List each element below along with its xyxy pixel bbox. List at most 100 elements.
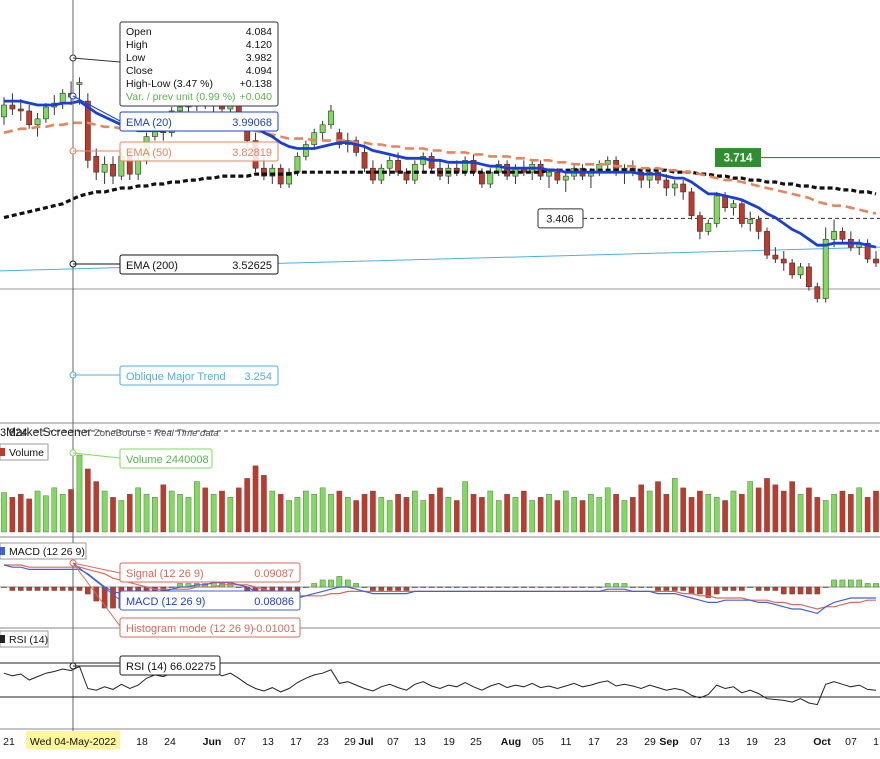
candle [445,164,452,185]
support-price-tag-text: 3.406 [546,213,574,225]
macd-histogram-bar [688,586,695,595]
x-axis-tick-label: 13 [414,736,426,748]
ohlc-low-label: Low [126,52,146,64]
candle-body [479,171,485,185]
x-axis-selected-highlight [26,731,120,749]
candle [873,251,879,267]
volume-bar [378,497,385,533]
volume-bar [579,500,586,533]
candle-body [26,110,33,126]
candle [713,191,720,228]
macd-histogram-bar [361,586,368,589]
candle-body [738,203,745,224]
macd-histogram-bar [403,586,410,591]
ohlc-highlow-value: +0.138 [240,78,273,90]
histogram-label: Histogram mode (12 26 9) -0.01001 [119,617,301,638]
volume-bar [386,500,393,533]
x-axis-background [0,731,880,759]
macd-histogram-bar [420,586,427,589]
x-axis-tick-label: Oct [813,736,831,748]
macd-histogram-bar [680,586,686,591]
macd-histogram-bar [51,586,58,591]
macd-histogram-bar [546,586,552,589]
macd-histogram-bar [537,586,544,589]
candle [9,93,16,115]
candle [730,199,737,216]
volume-bar [135,487,141,533]
volume-bar [621,500,628,533]
macd-histogram-bar [747,586,754,589]
ohlc-highlow-label: High-Low (3.47 %) [126,78,213,90]
macd-histogram-bar [797,586,804,595]
volume-bar [571,497,577,533]
rsi-label: RSI (14) 66.02275 [119,655,221,676]
macd-histogram-bar [613,583,619,588]
volume-bar [235,487,242,533]
histogram-label-text: Histogram mode (12 26 9) [126,623,254,635]
ema50-label-value: 3.82819 [232,147,272,159]
macd-histogram-bar [386,586,393,591]
ema20-label-value: 3.99068 [232,117,272,129]
volume-bar [202,487,209,533]
ema200-line [3,168,877,220]
volume-bar [126,493,133,533]
macd-panel-title-text: MACD (12 26 9) [9,546,85,558]
volume-bar [219,490,225,533]
volume-bar [596,497,603,533]
volume-bar [504,493,510,533]
volume-label: Volume 2440008 [119,448,213,469]
candle [822,227,829,303]
volume-bar [588,493,594,533]
ohlc-open-label: Open [126,26,152,38]
x-axis-tick-label: 07 [387,736,399,748]
rsi-line [3,665,877,706]
macd-label-value: 0.08086 [254,596,294,608]
candle-body [17,108,24,112]
candle [277,164,284,188]
volume-bar [613,493,619,533]
candle [319,120,326,141]
macd-histogram-bar [864,583,871,588]
volume-bar [529,500,536,533]
macd-histogram-bar [34,586,41,591]
candle [764,227,770,260]
macd-histogram-bar [722,586,728,591]
signal-label: Signal (12 26 9) 0.09087 [119,562,301,583]
macd-histogram-bar [521,586,527,589]
macd-histogram-bar [638,586,645,589]
ema50-label-text: EMA (50) [126,147,172,159]
volume-bar [638,484,645,533]
volume-bar [227,497,234,533]
macd-histogram-bar [596,586,603,589]
candle-body [780,258,787,264]
candle [93,148,100,181]
x-axis-tick-label: 21 [3,736,15,748]
trend-label-value: 3.254 [244,371,272,383]
macd-histogram-bar [755,586,762,591]
candle [671,180,678,196]
macd-histogram-bar [26,586,32,591]
macd-histogram-bar [663,586,670,591]
candle [755,215,762,240]
volume-panel-title: Volume [0,443,49,461]
macd-histogram-bar [671,586,678,591]
volume-bar [864,497,871,533]
macd-histogram-bar [588,586,594,589]
macd-histogram-bar [344,579,351,588]
candle-body [319,124,326,133]
volume-bar [311,493,318,533]
volume-bar [17,493,24,533]
candle-body [646,171,653,181]
macd-histogram-bar [579,586,586,589]
candle [806,262,812,291]
macd-histogram-bar [336,576,343,588]
macd-histogram-bar [9,586,16,591]
volume-bar [76,454,83,533]
volume-bar [101,490,108,533]
volume-bar [43,495,49,533]
candle [797,262,804,279]
macd-histogram-bar [59,586,66,591]
label-connectors [72,57,121,667]
candle [26,105,33,129]
